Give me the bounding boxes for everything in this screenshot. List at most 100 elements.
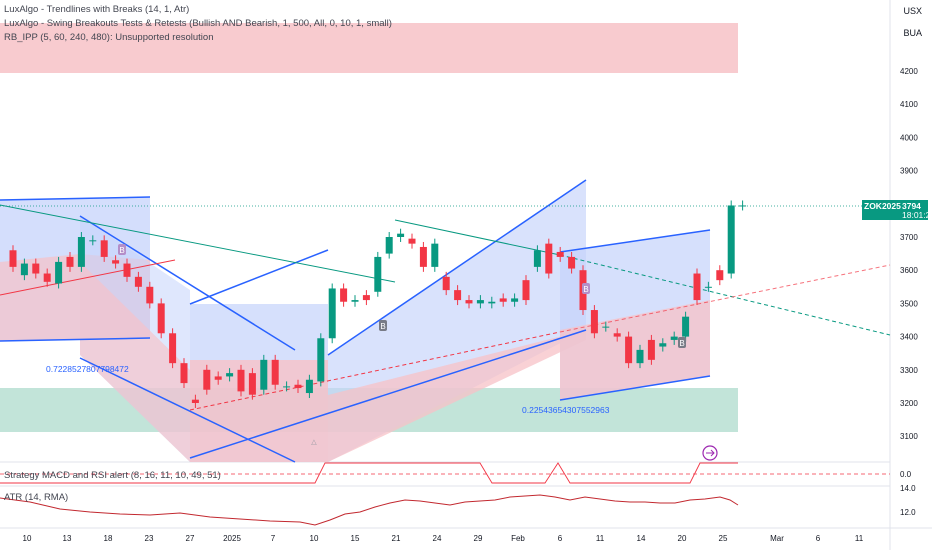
candle[interactable] [431,243,439,267]
candle[interactable] [271,359,279,385]
candle[interactable] [112,260,120,264]
indicator-legend-rb-ipp[interactable]: RB_IPP (5, 60, 240, 480): Unsupported re… [4,32,214,43]
candle[interactable] [226,373,234,377]
candle[interactable] [89,240,97,242]
candle[interactable] [545,243,553,274]
candle[interactable] [305,379,313,394]
candle[interactable] [693,273,701,301]
candle[interactable] [351,300,359,302]
svg-text:B: B [380,322,385,331]
candle[interactable] [465,300,473,304]
trend-lines [0,179,891,463]
candle[interactable] [191,399,199,403]
candle[interactable] [659,343,667,347]
candle[interactable] [374,256,382,292]
atr-level-label-high: 14.0 [900,484,916,493]
candle[interactable] [203,369,211,390]
candle[interactable] [739,205,747,207]
candle[interactable] [237,369,245,392]
time-tick-label: 21 [392,534,401,543]
time-tick-label: 2025 [223,534,241,543]
candle[interactable] [340,288,348,302]
candle[interactable] [716,270,724,281]
candle[interactable] [214,376,222,380]
price-tick-label: 4200 [900,67,918,76]
candle[interactable] [533,250,541,267]
currency-label[interactable]: USX [903,6,922,16]
candle[interactable] [169,333,177,364]
candle[interactable] [146,286,154,304]
indicator-legend-swing-breakouts[interactable]: LuxAlgo - Swing Breakouts Tests & Retest… [4,18,392,29]
time-axis[interactable]: 10 13 18 23 27 2025 7 10 15 21 24 29 Feb 6 11 14 20 25 Mar… [23,534,864,543]
candle[interactable] [294,384,302,389]
candle[interactable] [77,237,85,267]
candle[interactable] [522,280,530,301]
candle[interactable] [317,338,325,382]
breakout-markers: B B B B △ [118,244,686,446]
last-price-value: 3794 [902,201,921,211]
candle[interactable] [727,205,735,274]
time-tick-label: 25 [719,534,728,543]
candlestick-series[interactable] [9,200,747,408]
candle[interactable] [134,276,142,287]
time-tick-label: 13 [63,534,72,543]
atr-legend[interactable]: ATR (14, RMA) [4,492,69,503]
svg-text:B: B [679,339,684,348]
candle[interactable] [602,326,610,328]
candle[interactable] [157,303,165,334]
candle[interactable] [32,263,40,274]
candle[interactable] [454,290,462,301]
candle[interactable] [180,363,188,384]
candle[interactable] [362,295,370,301]
time-tick-label: 11 [855,534,864,543]
candle[interactable] [248,373,256,395]
candle[interactable] [283,386,291,388]
candle[interactable] [499,298,507,302]
candle[interactable] [647,339,655,360]
symbol-label: ZOK2025 [864,201,901,211]
candle[interactable] [442,276,450,291]
price-axis[interactable]: 4200410040003900380037003600350034003300… [900,67,918,441]
candle[interactable] [419,246,427,267]
price-tick-label: 3200 [900,399,918,408]
candle[interactable] [397,233,405,237]
price-tick-label: 4000 [900,133,918,142]
candle[interactable] [408,238,416,244]
indicator-legend-trendlines[interactable]: LuxAlgo - Trendlines with Breaks (14, 1,… [4,4,190,15]
candle[interactable] [20,263,28,276]
price-tick-label: 3500 [900,299,918,308]
candle[interactable] [476,300,484,304]
candle[interactable] [636,349,644,364]
candle[interactable] [43,273,51,282]
candle[interactable] [682,316,690,337]
candle[interactable] [123,263,131,277]
strategy-level-label: 0.0 [900,470,912,479]
candle[interactable] [590,310,598,334]
time-tick-label: 27 [186,534,195,543]
strategy-legend[interactable]: Strategy MACD and RSI alert (8, 16, 11, … [4,470,221,481]
price-tick-label: 3600 [900,266,918,275]
candle[interactable] [9,250,17,267]
candle[interactable] [385,237,393,254]
time-tick-label: Mar [770,534,784,543]
candle[interactable] [613,333,621,337]
candle[interactable] [568,256,576,269]
candle[interactable] [488,301,496,304]
time-tick-label: 20 [678,534,687,543]
candle[interactable] [511,298,519,302]
time-tick-label: 15 [351,534,360,543]
candle[interactable] [66,256,74,267]
candle[interactable] [556,251,564,257]
candle[interactable] [670,336,678,340]
candle[interactable] [100,240,108,257]
candle[interactable] [704,286,712,288]
price-tick-label: 3900 [900,167,918,176]
exchange-label[interactable]: BUA [903,28,922,38]
time-tick-label: 10 [310,534,319,543]
candle[interactable] [55,261,63,284]
candle[interactable] [328,288,336,339]
candle[interactable] [625,336,633,364]
candle[interactable] [260,359,268,390]
svg-text:B: B [119,246,124,255]
